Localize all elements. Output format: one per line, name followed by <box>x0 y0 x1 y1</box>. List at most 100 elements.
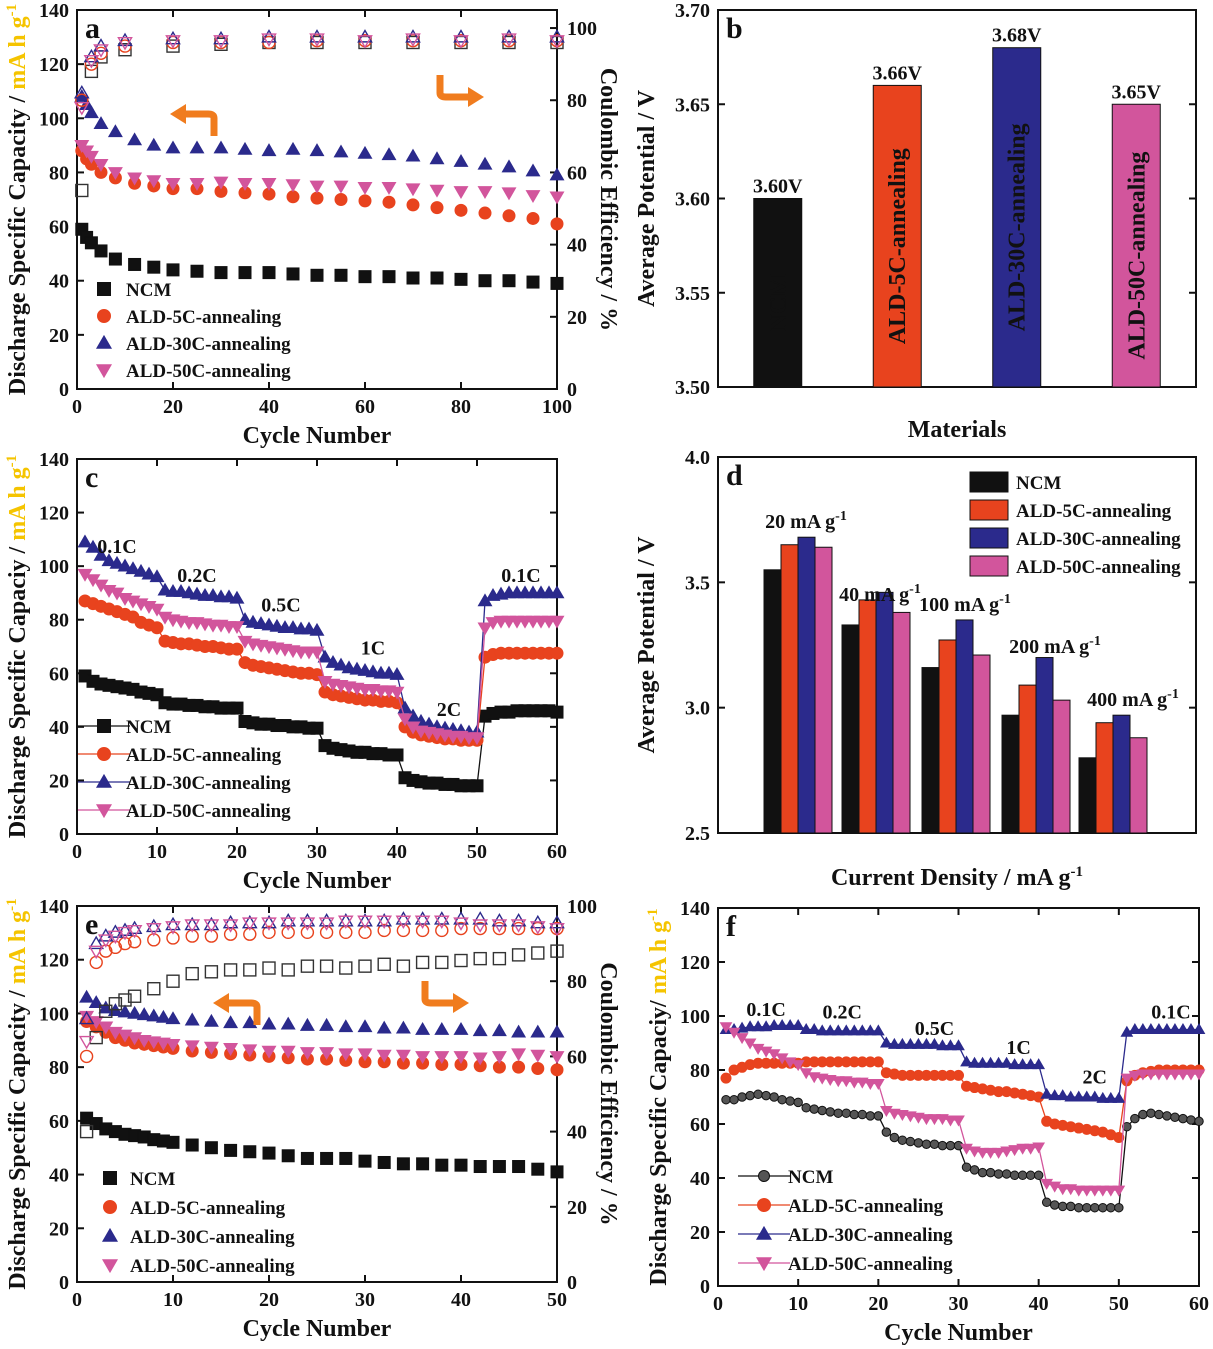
data-point <box>531 1061 545 1075</box>
data-point <box>1088 1090 1102 1102</box>
data-point <box>831 1024 845 1036</box>
data-point <box>396 959 411 973</box>
data-point <box>1008 1145 1021 1157</box>
data-point <box>127 989 142 1003</box>
data-point <box>549 191 565 205</box>
bar <box>938 639 957 834</box>
legend-marker <box>103 1200 117 1214</box>
data-point <box>881 1127 892 1137</box>
data-point <box>743 1020 757 1032</box>
data-point <box>801 1103 811 1113</box>
data-point <box>185 966 199 981</box>
data-point <box>751 1020 765 1032</box>
data-point <box>165 30 181 45</box>
bar <box>797 536 816 834</box>
data-point <box>1192 1023 1206 1034</box>
panel-b: 3.50 3.55 3.60 3.65 3.70 Average Potential / … <box>634 0 1197 443</box>
data-point <box>897 1135 908 1145</box>
data-point <box>1033 1170 1044 1181</box>
data-point <box>920 1114 933 1126</box>
data-point <box>1138 1109 1148 1120</box>
data-point <box>223 1043 239 1056</box>
data-point <box>334 268 348 282</box>
data-point <box>847 1024 861 1036</box>
y-tick-label: 20 <box>690 1222 710 1244</box>
data-point <box>97 934 114 948</box>
data-point <box>720 1072 732 1084</box>
bar <box>763 569 782 834</box>
x-tick-label: 40 <box>451 1289 471 1311</box>
x-tick-label: 0 <box>713 1293 723 1315</box>
data-point <box>984 1056 997 1068</box>
legend-swatch <box>969 527 1009 549</box>
data-point <box>337 915 354 930</box>
x-tick-label: 50 <box>467 841 487 863</box>
data-point <box>511 948 526 962</box>
data-point <box>88 935 105 950</box>
data-point <box>166 1135 180 1149</box>
x-axis-label: Current Density / mA g-1 <box>831 864 1083 891</box>
data-point <box>470 779 484 793</box>
data-point <box>333 657 349 671</box>
y-tick-label: 4.0 <box>685 447 710 469</box>
y-axis-unit: mA h g <box>5 467 31 540</box>
data-point <box>93 547 109 561</box>
data-point <box>300 925 315 940</box>
series-ald-5c-annealing-ce <box>75 33 564 107</box>
data-point <box>165 35 181 49</box>
data-point <box>146 1008 162 1022</box>
x-tick-label: 0 <box>72 396 82 418</box>
data-point <box>166 39 180 53</box>
legend-marker <box>755 1225 773 1240</box>
series-ncm <box>80 1111 564 1179</box>
category-label-text: 20 mA g <box>765 511 835 533</box>
data-point <box>395 915 412 930</box>
data-point <box>433 915 450 930</box>
data-point <box>815 1024 829 1036</box>
data-point <box>299 917 316 931</box>
data-point <box>727 1027 741 1039</box>
data-point <box>166 974 180 988</box>
data-point <box>511 1024 527 1038</box>
rate-label: 0.2C <box>177 565 216 587</box>
data-point <box>871 1024 885 1036</box>
legend-swatch <box>969 555 1009 577</box>
arrow-right-icon <box>436 75 470 101</box>
data-point <box>213 35 229 49</box>
data-point <box>1176 1069 1190 1081</box>
y2-tick-label: 80 <box>567 971 587 993</box>
y-axis-label-text: Discharge Specific Capacity / <box>5 984 31 1289</box>
data-point <box>1160 1069 1174 1081</box>
y-tick-label: 100 <box>39 108 69 130</box>
data-point <box>396 1157 410 1171</box>
data-point <box>213 176 229 190</box>
data-point <box>831 1076 845 1088</box>
rate-label: 0.1C <box>1151 1002 1190 1024</box>
data-point <box>549 923 565 937</box>
data-point <box>184 919 201 933</box>
data-point <box>817 1105 827 1116</box>
x-tick-label: 40 <box>1029 1293 1049 1315</box>
y-axis-label: Discharge Specific Capaciy / mA h g-1 <box>4 455 31 838</box>
data-point <box>319 1047 335 1060</box>
data-point <box>165 177 181 191</box>
data-point <box>147 982 161 996</box>
data-point <box>397 713 413 727</box>
legend-label: ALD-30C-annealing <box>130 1227 295 1248</box>
data-point <box>960 1055 973 1067</box>
data-point <box>358 194 372 208</box>
y2-tick-label: 20 <box>567 1197 587 1219</box>
data-point <box>78 1010 95 1025</box>
data-point <box>146 175 162 189</box>
y-axis-unit: mA h g <box>5 911 31 984</box>
legend-marker <box>101 1259 119 1274</box>
data-point <box>953 1069 964 1081</box>
data-point <box>222 914 239 929</box>
data-point <box>1136 1023 1150 1034</box>
legend-label: ALD-50C-annealing <box>126 361 291 382</box>
data-point <box>1192 1069 1206 1081</box>
data-point <box>478 274 492 288</box>
y-tick-label: 40 <box>690 1168 710 1190</box>
data-point <box>280 917 297 931</box>
